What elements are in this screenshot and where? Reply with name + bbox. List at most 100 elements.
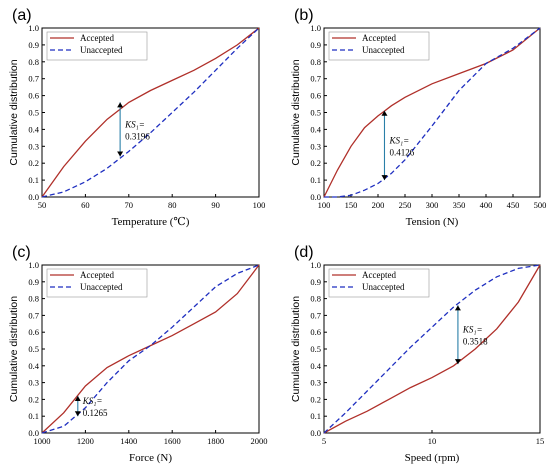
ks-arrow-head-bottom bbox=[74, 411, 81, 417]
y-tick-label: 0.8 bbox=[310, 294, 321, 304]
y-tick-label: 0.6 bbox=[310, 91, 321, 101]
x-tick-label: 5 bbox=[322, 436, 326, 446]
y-tick-label: 0.1 bbox=[310, 411, 321, 421]
y-tick-label: 0.5 bbox=[28, 108, 39, 118]
x-tick-label: 150 bbox=[345, 200, 358, 210]
y-tick-label: 0.7 bbox=[28, 74, 39, 84]
y-tick-label: 0.7 bbox=[310, 74, 321, 84]
ks-label: KS₁= bbox=[462, 325, 483, 335]
panel-label: (b) bbox=[294, 7, 314, 24]
ks-arrow-head-bottom bbox=[381, 175, 388, 181]
series-line-accepted bbox=[41, 27, 260, 198]
x-tick-label: 450 bbox=[507, 200, 520, 210]
y-tick-label: 0.2 bbox=[310, 394, 321, 404]
x-tick-label: 250 bbox=[399, 200, 412, 210]
y-tick-label: 0.3 bbox=[28, 141, 39, 151]
series-line-accepted bbox=[323, 264, 541, 434]
legend-box bbox=[328, 268, 430, 298]
ks-value: 0.1265 bbox=[83, 408, 108, 418]
y-tick-label: 1.0 bbox=[310, 260, 321, 270]
ks-label: KS₁= bbox=[388, 135, 409, 145]
x-tick-label: 500 bbox=[534, 200, 547, 210]
x-tick-label: 15 bbox=[536, 436, 545, 446]
y-tick-label: 0.5 bbox=[310, 108, 321, 118]
chart-panel-2: 0.0 0.1 0.2 0.3 0.4 0.5 0.6 0.7 0.8 0.9 1.0 100 150 2… bbox=[290, 7, 546, 228]
y-axis-label: Cumulative distribution bbox=[8, 59, 20, 165]
y-tick-label: 0.1 bbox=[28, 411, 39, 421]
y-tick-label: 0.5 bbox=[310, 344, 321, 354]
y-tick-label: 0.0 bbox=[310, 192, 321, 202]
chart-panel-1: 0.0 0.1 0.2 0.3 0.4 0.5 0.6 0.7 0.8 0.9 1.0 50 60 70 8… bbox=[8, 7, 265, 228]
y-tick-label: 0.8 bbox=[310, 57, 321, 67]
ks-arrow-head-bottom bbox=[117, 151, 124, 157]
series-line-unaccepted bbox=[323, 264, 541, 434]
x-tick-label: 1800 bbox=[207, 436, 224, 446]
y-tick-label: 0.9 bbox=[28, 40, 39, 50]
x-tick-label: 70 bbox=[125, 200, 134, 210]
y-tick-label: 0.4 bbox=[28, 361, 39, 371]
y-tick-label: 0.1 bbox=[310, 175, 321, 185]
y-tick-label: 0.3 bbox=[310, 378, 321, 388]
series-line-accepted bbox=[41, 264, 260, 434]
panel-label: (c) bbox=[12, 244, 31, 261]
legend-box bbox=[328, 31, 430, 61]
legend-label: Accepted bbox=[80, 270, 114, 280]
y-tick-label: 0.6 bbox=[28, 327, 39, 337]
series-line-accepted bbox=[323, 27, 541, 198]
y-tick-label: 0.7 bbox=[310, 310, 321, 320]
x-tick-label: 1200 bbox=[77, 436, 94, 446]
y-tick-label: 0.0 bbox=[310, 428, 321, 438]
legend-label: Unaccepted bbox=[80, 282, 123, 292]
series-line-unaccepted bbox=[324, 27, 541, 198]
x-tick-label: 90 bbox=[211, 200, 220, 210]
y-tick-label: 0.3 bbox=[310, 141, 321, 151]
legend-label: Accepted bbox=[362, 33, 396, 43]
x-tick-label: 1600 bbox=[164, 436, 181, 446]
y-tick-label: 0.4 bbox=[310, 361, 321, 371]
x-axis-label: Temperature (℃) bbox=[112, 216, 190, 228]
y-tick-label: 0.9 bbox=[310, 40, 321, 50]
y-tick-label: 1.0 bbox=[28, 23, 39, 33]
ks-value: 0.3196 bbox=[125, 131, 150, 141]
y-tick-label: 1.0 bbox=[28, 260, 39, 270]
legend-label: Unaccepted bbox=[362, 45, 405, 55]
y-tick-label: 0.1 bbox=[28, 175, 39, 185]
ks-arrow-head-top bbox=[381, 110, 388, 116]
y-tick-label: 0.4 bbox=[310, 124, 321, 134]
legend-box bbox=[46, 31, 148, 61]
chart-panel-4: 0.0 0.1 0.2 0.3 0.4 0.5 0.6 0.7 0.8 0.9 1.0 5 10 15 Sp… bbox=[290, 244, 544, 464]
x-tick-label: 100 bbox=[253, 200, 266, 210]
x-axis-label: Speed (rpm) bbox=[405, 452, 460, 464]
x-tick-label: 100 bbox=[318, 200, 331, 210]
y-axis-label: Cumulative distribution bbox=[8, 296, 20, 402]
y-axis-label: Cumulative distribution bbox=[290, 59, 302, 165]
legend-label: Accepted bbox=[80, 33, 114, 43]
ks-arrow-head-bottom bbox=[454, 359, 461, 365]
legend-box bbox=[46, 268, 148, 298]
x-tick-label: 350 bbox=[453, 200, 466, 210]
y-tick-label: 0.0 bbox=[28, 428, 39, 438]
panel-label: (d) bbox=[294, 244, 314, 261]
y-tick-label: 0.4 bbox=[28, 124, 39, 134]
legend-label: Unaccepted bbox=[362, 282, 405, 292]
y-tick-label: 0.9 bbox=[310, 277, 321, 287]
x-axis-label: Tension (N) bbox=[406, 216, 459, 228]
panel-label: (a) bbox=[12, 7, 32, 24]
y-axis-label: Cumulative distribution bbox=[290, 296, 302, 402]
x-tick-label: 2000 bbox=[251, 436, 268, 446]
y-tick-label: 0.7 bbox=[28, 310, 39, 320]
ks-arrow-head-top bbox=[454, 305, 461, 311]
y-tick-label: 0.3 bbox=[28, 378, 39, 388]
x-tick-label: 60 bbox=[81, 200, 90, 210]
y-tick-label: 0.6 bbox=[28, 91, 39, 101]
y-tick-label: 0.6 bbox=[310, 327, 321, 337]
legend-label: Unaccepted bbox=[80, 45, 123, 55]
x-tick-label: 400 bbox=[480, 200, 493, 210]
x-tick-label: 1400 bbox=[120, 436, 137, 446]
legend-label: Accepted bbox=[362, 270, 396, 280]
x-tick-label: 1000 bbox=[34, 436, 51, 446]
ks-value: 0.4126 bbox=[389, 147, 414, 157]
ks-value: 0.3518 bbox=[463, 337, 488, 347]
chart-panel-3: 0.0 0.1 0.2 0.3 0.4 0.5 0.6 0.7 0.8 0.9 1.0 1000 120… bbox=[8, 244, 268, 464]
y-tick-label: 0.5 bbox=[28, 344, 39, 354]
